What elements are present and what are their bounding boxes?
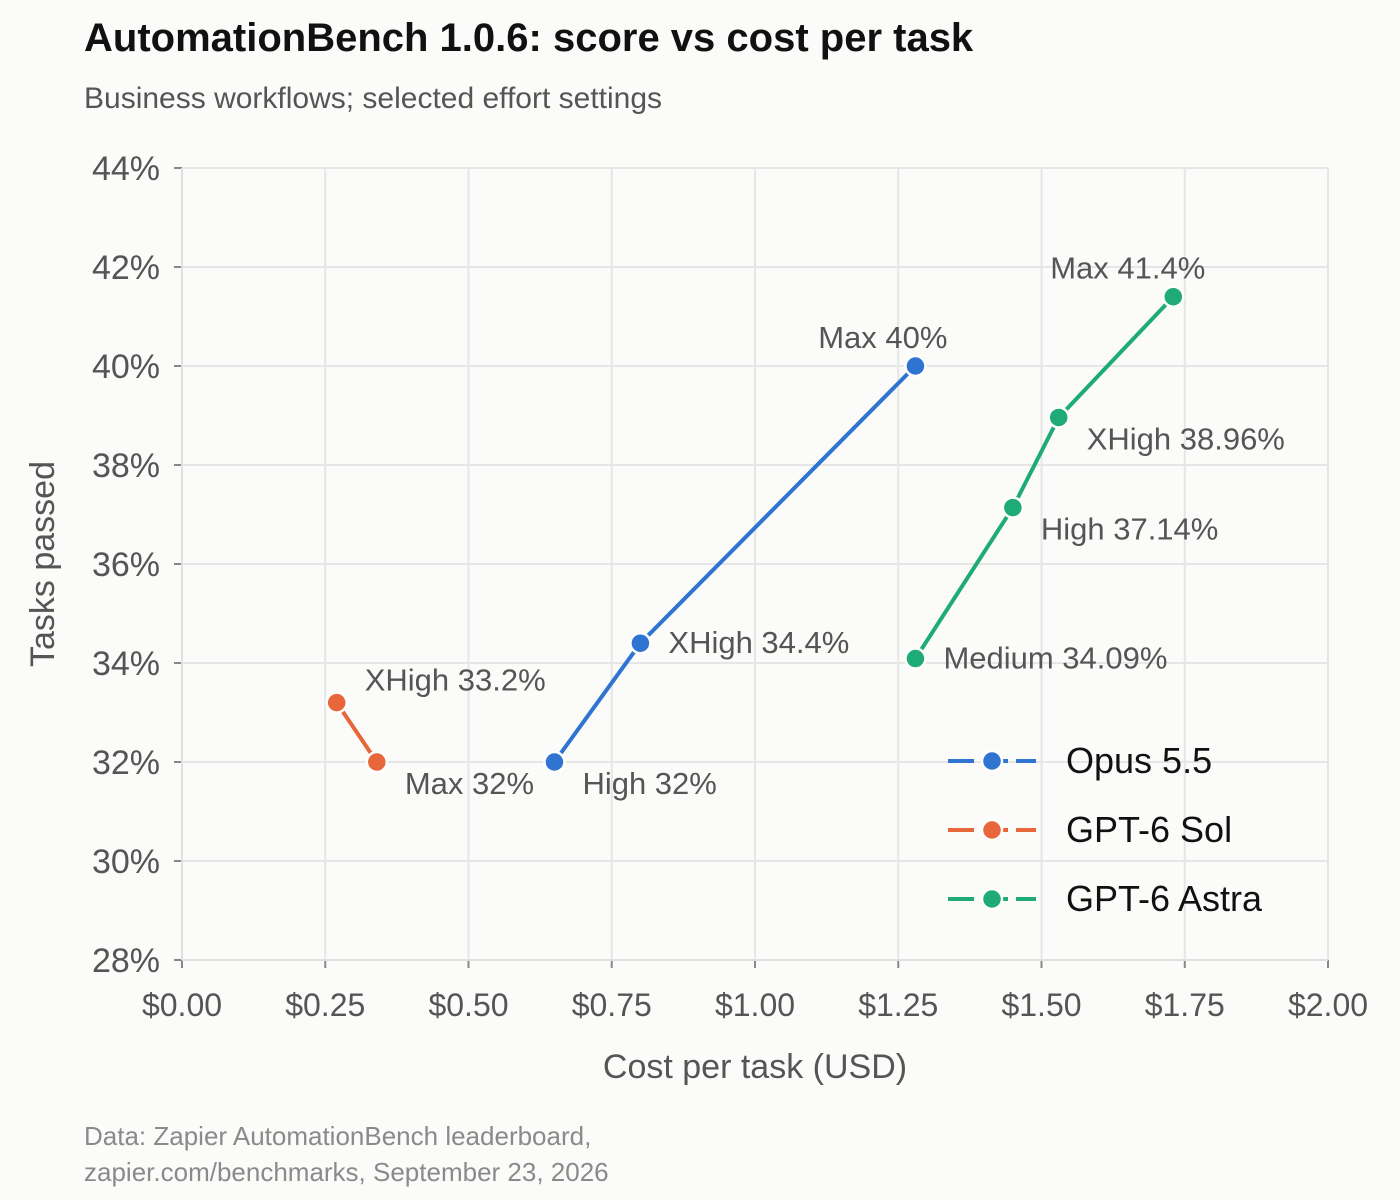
grid: [181, 167, 1329, 961]
y-tick-label: 30%: [92, 843, 160, 881]
x-tick-label: $2.00: [1288, 987, 1368, 1023]
y-tick-label: 28%: [92, 942, 160, 980]
data-point: [325, 691, 348, 714]
legend-label: GPT-6 Sol: [1066, 809, 1232, 850]
y-tick-label: 44%: [92, 150, 160, 188]
y-tick-label: 32%: [92, 744, 160, 782]
source-note: Data: Zapier AutomationBench leaderboard…: [84, 1118, 609, 1190]
data-point: [365, 750, 389, 774]
legend-swatch-marker: [980, 749, 1004, 773]
legend-swatch-marker: [980, 887, 1004, 911]
y-tick-label: 38%: [92, 447, 160, 485]
data-label: XHigh 38.96%: [1087, 421, 1285, 456]
data-label: High 37.14%: [1041, 512, 1219, 547]
data-point: [1162, 285, 1185, 308]
data-label: Medium 34.09%: [943, 641, 1167, 676]
x-tick-label: $0.50: [428, 987, 508, 1023]
data-point: [543, 750, 566, 774]
axes: $0.00 $0.25 $0.50 $0.75 $1.00 $1.25 $1.50 $1.75…: [24, 150, 1368, 1086]
data-point: [629, 631, 652, 655]
data-label: Max 41.4%: [1050, 251, 1205, 286]
data-point: [904, 354, 927, 378]
y-tick-label: 34%: [92, 645, 160, 683]
y-tick-label: 36%: [92, 546, 160, 584]
chart-title: AutomationBench 1.0.6: score vs cost per…: [84, 16, 974, 60]
series-line: [913, 294, 1176, 661]
y-axis-title: Tasks passed: [24, 461, 62, 667]
x-tick-label: $0.75: [572, 987, 652, 1023]
legend-label: GPT-6 Astra: [1066, 878, 1263, 919]
legend: Opus 5.5 GPT-6 Sol GPT-6 Astra: [948, 740, 1263, 919]
data-point: [1047, 406, 1070, 429]
legend-swatch-marker: [980, 818, 1004, 842]
chart-subtitle: Business workflows; selected effort sett…: [84, 82, 663, 115]
data-label: Max 40%: [818, 320, 947, 355]
x-axis-title: Cost per task (USD): [603, 1048, 907, 1086]
source-line-1: Data: Zapier AutomationBench leaderboard…: [84, 1121, 592, 1151]
x-tick-label: $1.25: [858, 987, 938, 1023]
x-tick-label: $0.00: [142, 987, 222, 1023]
legend-label: Opus 5.5: [1066, 740, 1212, 781]
data-label: High 32%: [582, 766, 716, 801]
data-label: XHigh 33.2%: [365, 663, 546, 698]
data-labels: High 32% XHigh 34.4% Max 40% XHigh 33.2% Max…: [365, 251, 1285, 801]
y-tick-label: 40%: [92, 348, 160, 386]
series-line: [334, 700, 379, 764]
x-tick-label: $1.75: [1145, 987, 1225, 1023]
x-tick-label: $0.25: [285, 987, 365, 1023]
series-layer: [325, 285, 1185, 774]
data-label: XHigh 34.4%: [668, 625, 849, 660]
x-tick-label: $1.50: [1001, 987, 1081, 1023]
x-tick-label: $1.00: [715, 987, 795, 1023]
source-line-2: zapier.com/benchmarks, September 23, 202…: [84, 1157, 609, 1187]
data-point: [1001, 496, 1025, 519]
data-label: Max 32%: [405, 766, 534, 801]
y-tick-label: 42%: [92, 249, 160, 287]
data-point: [904, 647, 927, 670]
